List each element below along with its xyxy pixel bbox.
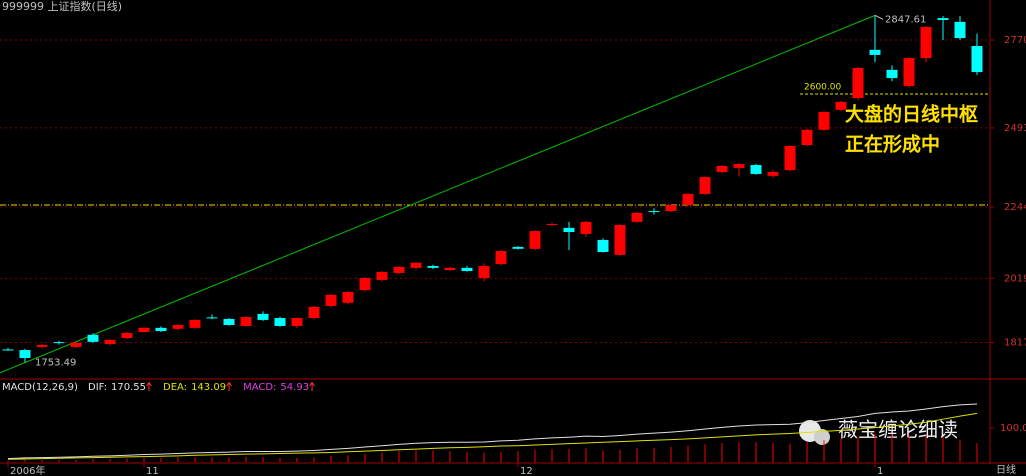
candle-body (461, 267, 473, 272)
candle-body (801, 129, 813, 146)
candle-body (597, 239, 609, 252)
candle-body (427, 265, 439, 268)
candle-body (852, 67, 864, 99)
candle-body (869, 49, 881, 55)
candle-body (903, 58, 915, 87)
candle-body (937, 18, 949, 20)
candle-body (631, 212, 643, 222)
candle-body (767, 172, 779, 176)
y-tick-label: 2019 (1004, 273, 1026, 284)
y-tick-label: 2770 (1004, 35, 1026, 46)
candle-body (410, 262, 422, 268)
leader (874, 14, 884, 20)
up-arrow (146, 381, 152, 391)
candle-body (682, 193, 694, 206)
chart-title: 999999 上证指数(日线) (2, 0, 122, 13)
candle-body (529, 231, 541, 249)
x-tick-label: 1 (877, 466, 883, 476)
candle-body (155, 327, 167, 332)
candle-body (36, 344, 48, 347)
watermark: 薇宝缠论细读 (799, 418, 958, 445)
candle-body (478, 265, 490, 279)
annotation: 大盘的日线中枢 (845, 103, 978, 126)
candle-body (716, 165, 728, 173)
candle-body (750, 165, 762, 174)
candle-body (393, 266, 405, 273)
macd-header-label: MACD: (243, 382, 276, 393)
candle-body (444, 267, 456, 271)
x-tick-label: 11 (146, 466, 159, 476)
candle-body (699, 177, 711, 194)
period-label: 日线 (996, 463, 1016, 476)
candle-body (87, 334, 99, 342)
candle-body (223, 318, 235, 325)
candle-body (308, 306, 320, 319)
candle-body (580, 221, 592, 234)
candle-body (495, 251, 507, 265)
candle-body (818, 112, 830, 130)
dif-line (7, 403, 978, 460)
candle-body (359, 278, 371, 291)
low-label: 1753.49 (35, 358, 76, 369)
x-tick-label: 2006年 (10, 464, 45, 476)
high-label: 2847.61 (885, 14, 926, 25)
candle-body (2, 349, 14, 351)
macd-title: MACD(12,26,9) (2, 382, 78, 393)
candle-body (104, 339, 116, 345)
up-arrow (309, 381, 315, 391)
y-tick-label: 100.0 (1000, 423, 1026, 434)
candle-body (665, 205, 677, 212)
candle-body (257, 313, 269, 320)
candle-body (342, 291, 354, 303)
candle-body (138, 327, 150, 332)
macd-header-label: DEA: (163, 382, 187, 393)
candle-body (325, 294, 337, 306)
macd-header-value: 143.09 (191, 382, 226, 393)
candle-body (19, 350, 31, 359)
candle-body (70, 342, 82, 347)
y-tick-label: 2244 (1004, 202, 1026, 213)
candle-body (563, 227, 575, 233)
macd-header-label: DIF: (88, 382, 107, 393)
candle-body (274, 318, 286, 326)
candle-body (784, 145, 796, 171)
candle-body (53, 342, 65, 344)
macd-header-value: 54.93 (280, 382, 309, 393)
watermark-icon (814, 429, 830, 445)
candle-body (240, 317, 252, 326)
candle-body (733, 164, 745, 168)
candle-body (971, 46, 983, 73)
candle-body (376, 271, 388, 280)
dea-line (7, 412, 978, 460)
candle-body (512, 246, 524, 249)
candle-body (835, 101, 847, 110)
macd-header-value: 170.55 (111, 382, 146, 393)
candle-body (648, 211, 660, 213)
candle-body (189, 319, 201, 328)
candle-body (206, 317, 218, 319)
candle-body (546, 224, 558, 226)
reference-label: 2600.00 (804, 82, 841, 92)
y-tick-label: 2493 (1004, 123, 1026, 134)
candle-body (886, 69, 898, 79)
annotation: 正在形成中 (845, 133, 940, 156)
candle-body (172, 324, 184, 329)
trend-line (0, 14, 876, 374)
candle-body (121, 332, 133, 339)
up-arrow (226, 381, 232, 391)
x-tick-label: 12 (520, 466, 533, 476)
candle-body (920, 26, 932, 59)
candle-body (614, 225, 626, 255)
y-tick-label: 1817 (1004, 337, 1026, 348)
candle-body (954, 21, 966, 39)
candle-body (291, 318, 303, 326)
